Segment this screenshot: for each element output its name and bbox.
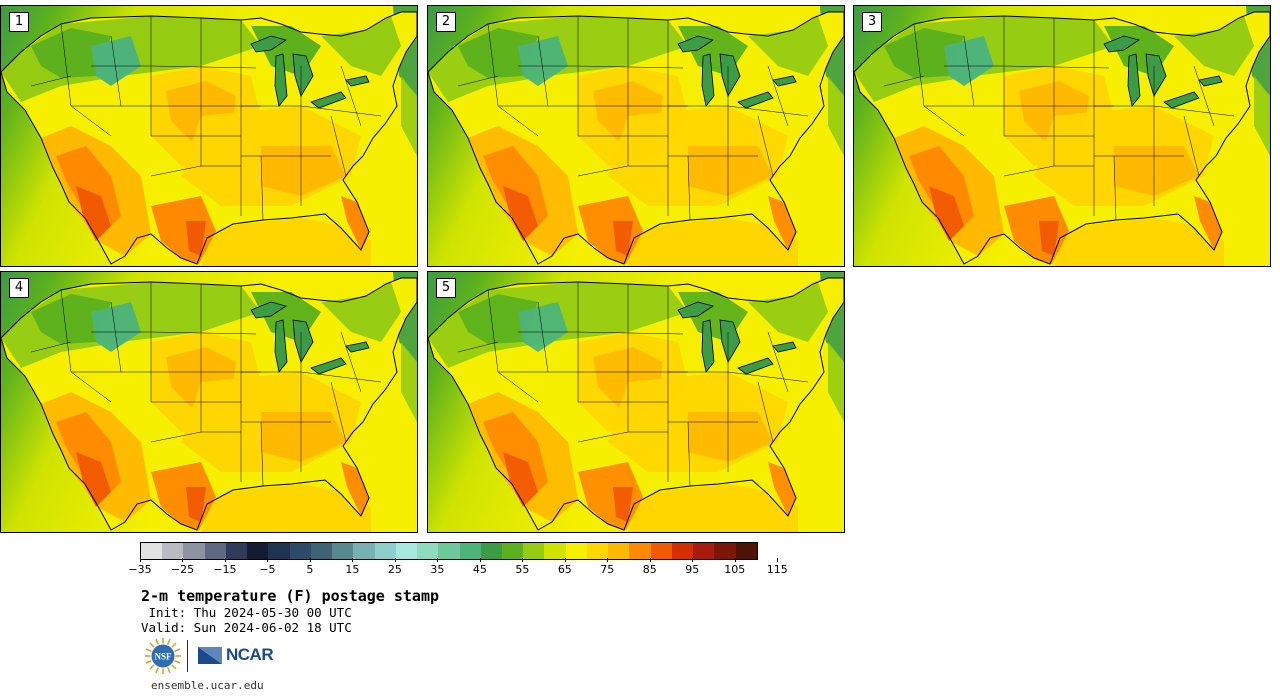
colorbar-tick-label: 85 [642,563,657,576]
colorbar-tick-label: −5 [259,563,276,576]
member-map-panel: 3 [853,5,1271,267]
svg-text:NSF: NSF [154,652,172,662]
colorbar-swatch [438,543,460,559]
colorbar-swatch [247,543,269,559]
colorbar-tick [352,558,354,562]
colorbar-swatch [586,543,609,559]
ensemble-member-label: 3 [862,12,882,32]
valid-time: Valid: Sun 2024-06-02 18 UTC [141,620,352,635]
colorbar-tick-label: −15 [213,563,237,576]
ensemble-member-label: 2 [436,12,456,32]
member-map-panel: 4 [0,271,418,533]
colorbar-swatch [714,543,736,559]
ncar-logo: NCAR [197,644,274,666]
temperature-map-icon [428,272,844,532]
colorbar-swatch [693,543,715,559]
colorbar-swatch [310,543,333,559]
ensemble-member-label: 4 [9,278,29,298]
colorbar-tick-label: 25 [387,563,402,576]
colorbar-swatch [289,543,311,559]
colorbar-swatch [480,543,502,559]
product-title: 2-m temperature (F) postage stamp [141,587,440,605]
site-url: ensemble.ucar.edu [151,679,264,692]
temperature-colorbar [140,542,758,560]
colorbar-tick [437,558,439,562]
colorbar-swatch [544,543,566,559]
colorbar-swatch [332,543,354,559]
nsf-logo-icon: NSF [145,638,181,674]
colorbar-swatch [629,543,651,559]
colorbar-swatch [395,543,418,559]
colorbar-swatch [268,543,290,559]
colorbar-tick-label: 105 [724,563,746,576]
colorbar-swatch [523,543,545,559]
colorbar-swatch [353,543,375,559]
colorbar-tick-label: 45 [472,563,487,576]
colorbar-tick [564,558,566,562]
colorbar-ticks: −35 −25 −15 −5 5 15 25 35 45 55 65 75 85 95 105 115 [128,558,788,578]
member-map-panel: 1 [0,5,418,267]
init-time: Init: Thu 2024-05-30 00 UTC [141,605,352,620]
colorbar-tick-label: −35 [128,563,152,576]
colorbar-tick-label: 65 [557,563,572,576]
member-map-panel: 5 [427,271,845,533]
colorbar-swatch [459,543,481,559]
colorbar-tick-label: 55 [515,563,530,576]
colorbar-tick-label: 75 [600,563,615,576]
colorbar-swatch [671,543,694,559]
colorbar-swatch [608,543,630,559]
colorbar-tick [140,558,141,562]
colorbar-tick-label: 95 [685,563,700,576]
colorbar-tick-label: 15 [345,563,360,576]
colorbar-tick [267,558,269,562]
temperature-map-icon [1,272,417,532]
temperature-map-icon [1,6,417,266]
colorbar-tick [182,558,184,562]
ncar-mark-icon [198,647,222,664]
colorbar-swatch [183,543,205,559]
colorbar-tick [777,558,779,562]
colorbar-tick [607,558,609,562]
logo-separator [187,640,188,672]
colorbar-swatch [162,543,184,559]
colorbar-swatch [417,543,439,559]
colorbar-swatch [735,543,757,559]
ncar-wordmark: NCAR [226,645,274,664]
colorbar-swatch [204,543,226,559]
colorbar-swatch [374,543,396,559]
colorbar-tick-label: 5 [306,563,314,576]
temperature-map-icon [854,6,1270,266]
colorbar-swatch [225,543,248,559]
colorbar-swatch [141,543,163,559]
ensemble-member-label: 1 [9,12,29,32]
temperature-map-icon [428,6,844,266]
colorbar-tick [479,558,481,562]
colorbar-tick-label: −25 [170,563,195,576]
ensemble-member-label: 5 [436,278,456,298]
colorbar-swatch [565,543,587,559]
colorbar-tick [649,558,651,562]
colorbar-tick-label: 35 [430,563,445,576]
colorbar-swatch [501,543,524,559]
colorbar-swatch [650,543,672,559]
colorbar-tick [692,558,694,562]
colorbar-tick [224,558,226,562]
member-map-panel: 2 [427,5,845,267]
colorbar-tick [394,558,396,562]
colorbar-tick [734,558,736,562]
colorbar-tick [309,558,311,562]
colorbar-tick-label: 115 [766,563,788,576]
colorbar-tick [522,558,524,562]
